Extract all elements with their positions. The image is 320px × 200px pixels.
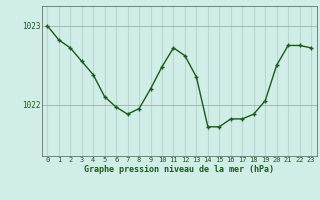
X-axis label: Graphe pression niveau de la mer (hPa): Graphe pression niveau de la mer (hPa) <box>84 165 274 174</box>
